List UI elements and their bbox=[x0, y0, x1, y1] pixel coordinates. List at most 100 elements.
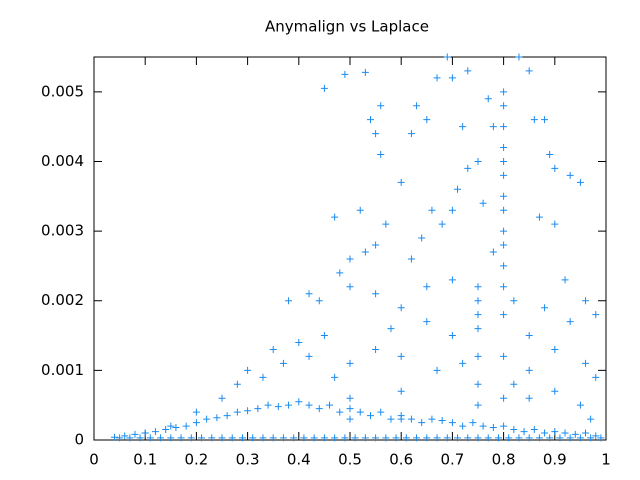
point bbox=[285, 297, 293, 305]
point bbox=[500, 241, 508, 249]
x-tick-label: 1 bbox=[601, 451, 611, 469]
point bbox=[479, 199, 487, 207]
point bbox=[484, 434, 492, 442]
point bbox=[131, 430, 139, 438]
y-tick-label: 0.004 bbox=[41, 152, 84, 170]
point bbox=[346, 359, 354, 367]
point bbox=[208, 434, 216, 442]
point bbox=[454, 185, 462, 193]
point bbox=[561, 276, 569, 284]
point bbox=[489, 248, 497, 256]
point bbox=[121, 432, 129, 440]
point bbox=[500, 102, 508, 110]
point bbox=[172, 423, 180, 431]
point bbox=[592, 432, 600, 440]
point bbox=[433, 74, 441, 82]
point bbox=[397, 352, 405, 360]
point bbox=[361, 68, 369, 76]
point bbox=[525, 67, 533, 75]
point bbox=[285, 401, 293, 409]
point bbox=[407, 415, 415, 423]
point bbox=[372, 434, 380, 442]
point bbox=[464, 434, 472, 442]
x-tick-label: 0.6 bbox=[389, 451, 413, 469]
point bbox=[428, 206, 436, 214]
point bbox=[500, 123, 508, 131]
y-tick-label: 0.002 bbox=[41, 291, 84, 309]
point bbox=[274, 403, 282, 411]
y-tick-label: 0.005 bbox=[41, 82, 84, 100]
point bbox=[366, 116, 374, 124]
point bbox=[218, 434, 226, 442]
point bbox=[203, 415, 211, 423]
point bbox=[372, 241, 380, 249]
point bbox=[556, 434, 564, 442]
point bbox=[541, 429, 549, 437]
point bbox=[254, 405, 262, 413]
point bbox=[418, 419, 426, 427]
point bbox=[418, 234, 426, 242]
point bbox=[295, 398, 303, 406]
point bbox=[510, 380, 518, 388]
point bbox=[551, 387, 559, 395]
x-tick-label: 0.1 bbox=[133, 451, 157, 469]
point bbox=[423, 283, 431, 291]
point bbox=[305, 352, 313, 360]
point bbox=[500, 352, 508, 360]
point bbox=[515, 434, 523, 442]
point bbox=[592, 373, 600, 381]
point bbox=[489, 123, 497, 131]
point bbox=[192, 408, 200, 416]
point bbox=[167, 422, 175, 430]
point bbox=[320, 332, 328, 340]
chart-title: Anymalign vs Laplace bbox=[265, 18, 429, 36]
point bbox=[546, 150, 554, 158]
point bbox=[300, 434, 308, 442]
point bbox=[382, 220, 390, 228]
point bbox=[576, 178, 584, 186]
point bbox=[264, 401, 272, 409]
point bbox=[582, 297, 590, 305]
point bbox=[474, 297, 482, 305]
point bbox=[372, 290, 380, 298]
point bbox=[500, 157, 508, 165]
point bbox=[454, 434, 462, 442]
x-tick-label: 0.2 bbox=[184, 451, 208, 469]
point bbox=[515, 53, 523, 61]
point bbox=[341, 70, 349, 78]
x-tick-label: 0.9 bbox=[543, 451, 567, 469]
point bbox=[494, 434, 502, 442]
point bbox=[259, 434, 267, 442]
point bbox=[213, 414, 221, 422]
y-tick-label: 0.003 bbox=[41, 222, 84, 240]
point bbox=[249, 434, 257, 442]
point bbox=[500, 311, 508, 319]
point bbox=[479, 422, 487, 430]
point bbox=[438, 417, 446, 425]
point bbox=[587, 434, 595, 442]
point bbox=[392, 434, 400, 442]
point bbox=[233, 408, 241, 416]
point bbox=[551, 428, 559, 436]
point bbox=[279, 434, 287, 442]
point bbox=[525, 394, 533, 402]
point bbox=[126, 434, 134, 442]
point bbox=[356, 206, 364, 214]
point bbox=[218, 394, 226, 402]
point bbox=[423, 318, 431, 326]
y-tick-label: 0 bbox=[74, 431, 84, 449]
point bbox=[361, 248, 369, 256]
point bbox=[576, 434, 584, 442]
point bbox=[443, 53, 451, 61]
point bbox=[525, 332, 533, 340]
point bbox=[151, 428, 159, 436]
point bbox=[110, 433, 118, 441]
point bbox=[448, 332, 456, 340]
point bbox=[500, 394, 508, 402]
point bbox=[464, 164, 472, 172]
point bbox=[561, 429, 569, 437]
point bbox=[413, 434, 421, 442]
point bbox=[535, 213, 543, 221]
point bbox=[587, 415, 595, 423]
